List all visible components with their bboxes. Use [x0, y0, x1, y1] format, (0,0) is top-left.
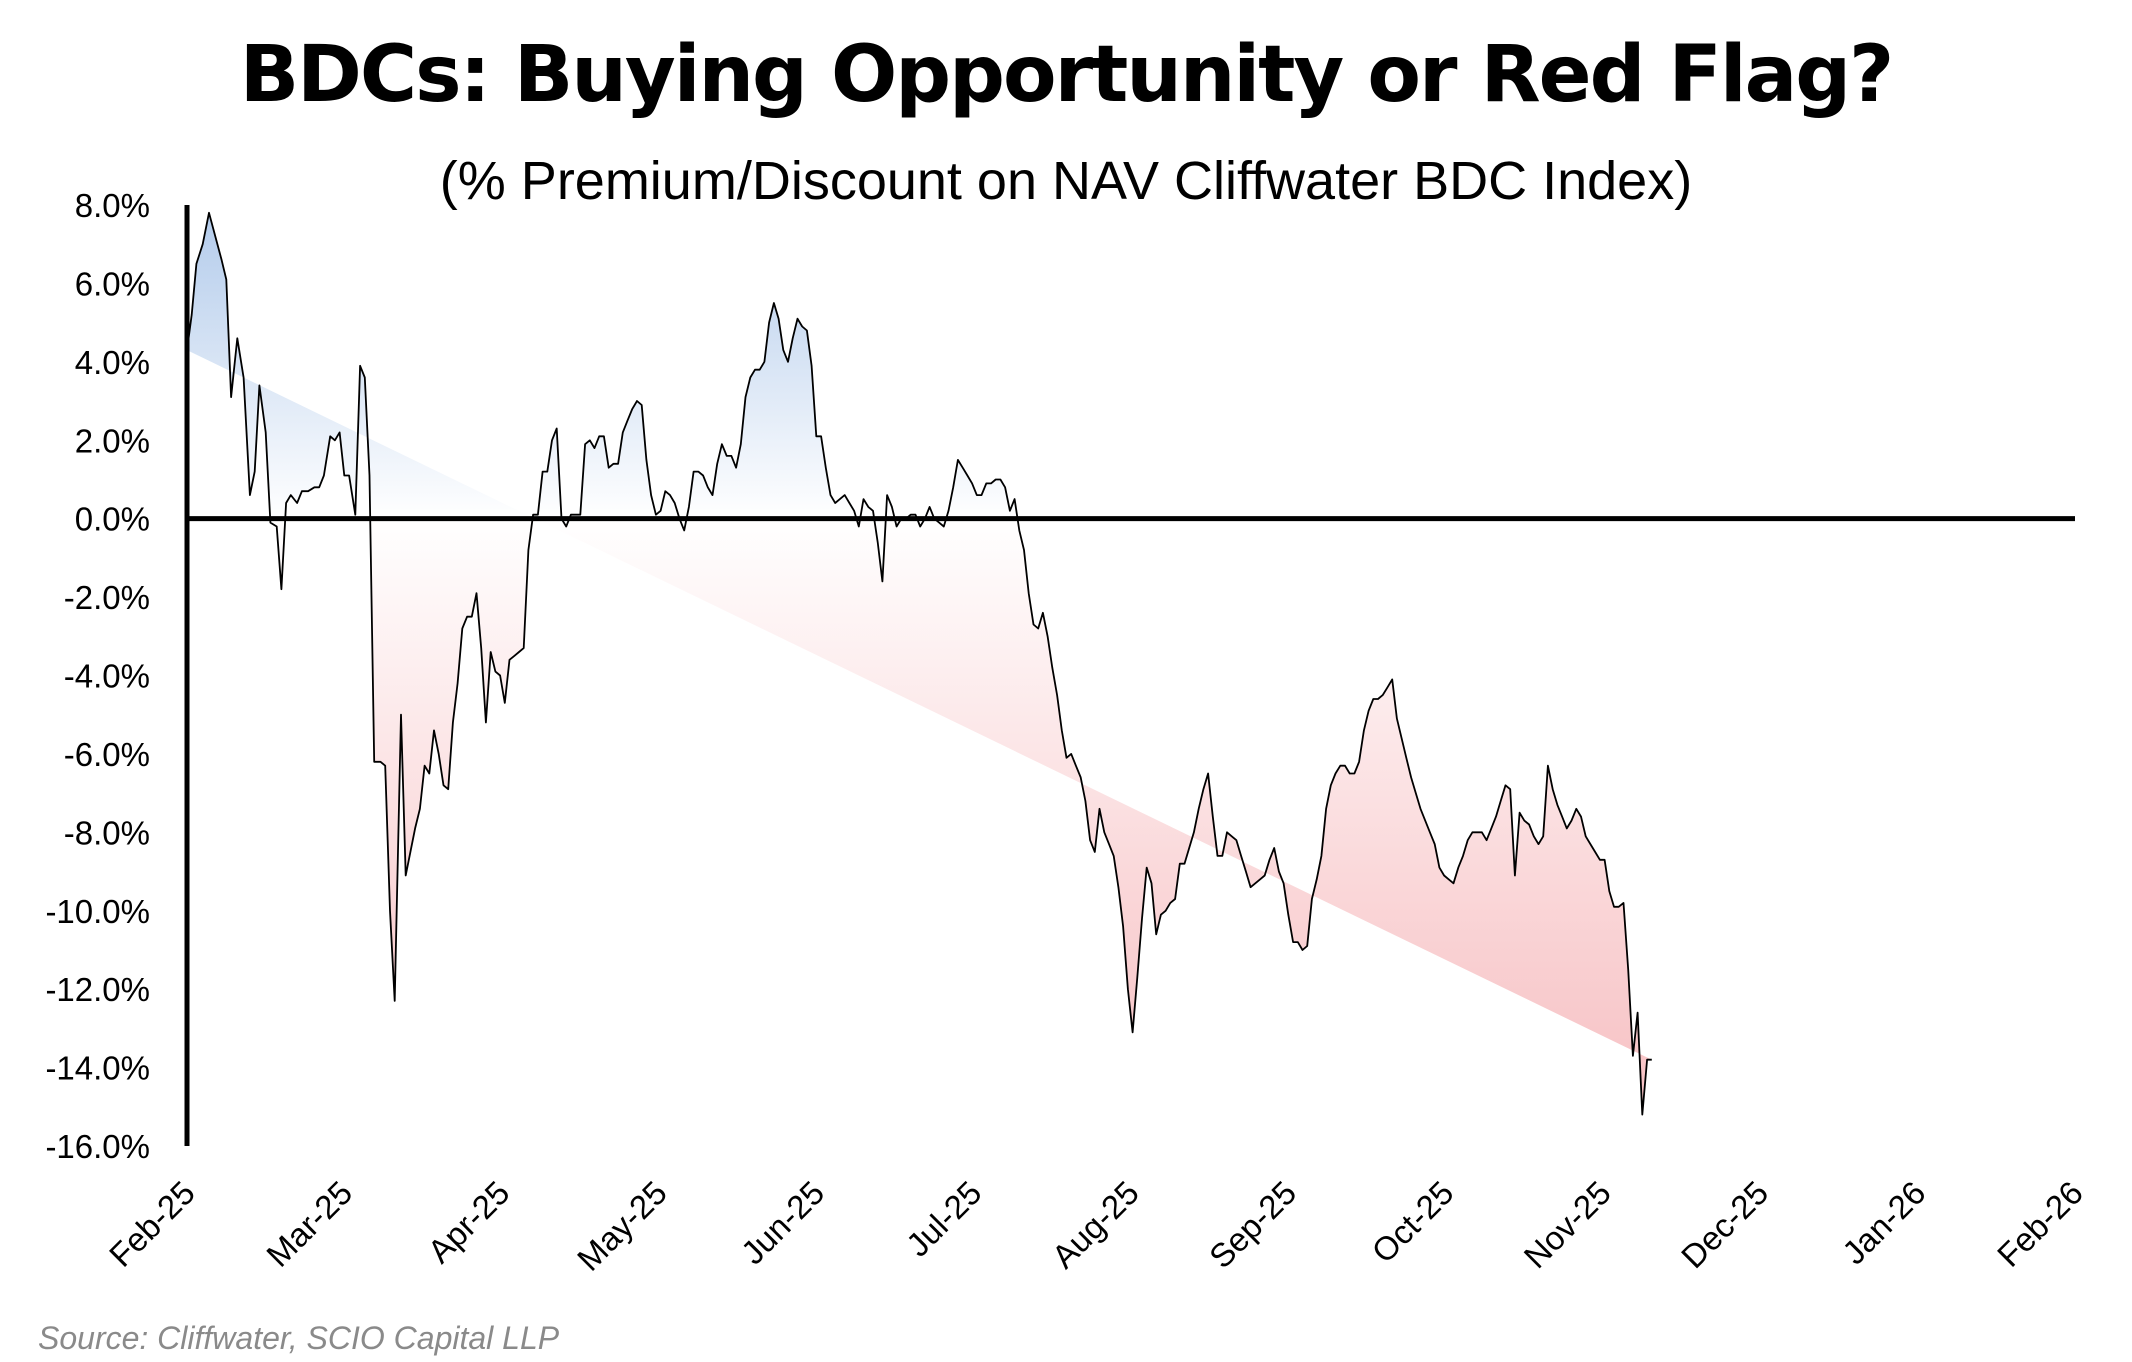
source-note: Source: Cliffwater, SCIO Capital LLP — [38, 1320, 560, 1356]
y-tick-label: -10.0% — [45, 893, 150, 930]
x-tick-label: Apr-25 — [420, 1174, 516, 1270]
x-tick-label: Nov-25 — [1517, 1174, 1618, 1275]
discount-area — [270, 518, 1652, 1115]
y-tick-label: -8.0% — [64, 814, 150, 851]
x-tick-label: Sep-25 — [1202, 1174, 1303, 1275]
y-tick-label: -12.0% — [45, 971, 150, 1008]
y-tick-label: 0.0% — [75, 501, 150, 538]
x-tick-label: Jan-26 — [1835, 1174, 1933, 1272]
x-axis-ticks: Feb-25 Mar-25 Apr-25 May-25 Jun-25 Jul-25 Aug-… — [102, 1174, 2090, 1278]
y-tick-label: -6.0% — [64, 736, 150, 773]
x-tick-label: Feb-26 — [1990, 1174, 2090, 1274]
y-tick-label: 8.0% — [75, 187, 150, 224]
x-tick-label: May-25 — [570, 1174, 674, 1278]
y-tick-label: 2.0% — [75, 422, 150, 459]
x-tick-label: Feb-25 — [102, 1174, 202, 1274]
y-tick-label: 4.0% — [75, 344, 150, 381]
y-tick-label: -4.0% — [64, 658, 150, 695]
x-tick-label: Oct-25 — [1364, 1174, 1460, 1270]
chart-subtitle: (% Premium/Discount on NAV Cliffwater BD… — [439, 151, 1693, 211]
x-tick-label: Dec-25 — [1674, 1174, 1775, 1275]
x-tick-label: Mar-25 — [259, 1174, 359, 1274]
y-tick-label: 6.0% — [75, 265, 150, 302]
chart-title: BDCs: Buying Opportunity or Red Flag? — [239, 30, 1895, 120]
premium-area — [187, 212, 1018, 519]
x-tick-label: Jul-25 — [899, 1174, 989, 1264]
y-tick-label: -2.0% — [64, 579, 150, 616]
series-line — [186, 211, 1652, 1116]
x-tick-label: Aug-25 — [1045, 1174, 1146, 1275]
y-tick-label: -14.0% — [45, 1050, 150, 1087]
y-tick-label: -16.0% — [45, 1128, 150, 1165]
x-tick-label: Jun-25 — [734, 1174, 832, 1272]
y-axis-ticks: 8.0% 6.0% 4.0% 2.0% 0.0% -2.0% -4.0% -6.0% -8.0%… — [45, 187, 150, 1165]
